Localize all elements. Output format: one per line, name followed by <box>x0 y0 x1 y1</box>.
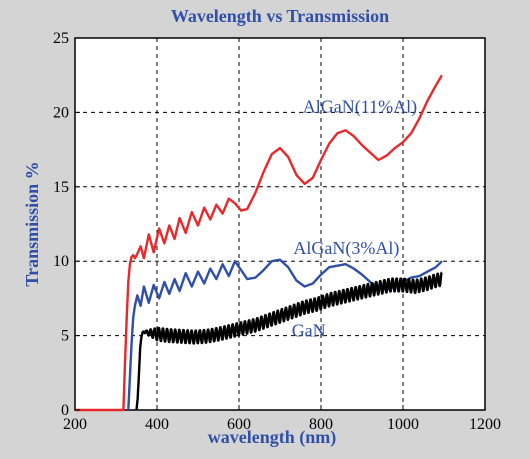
series-annotation: AlGaN(11%Al) <box>303 96 417 117</box>
plot-area <box>74 37 486 411</box>
series-line-3 <box>135 271 443 411</box>
grid-lines <box>75 38 485 410</box>
y-axis-label: Transmission % <box>22 161 42 286</box>
y-tick-label: 0 <box>61 402 69 419</box>
y-tick-label: 15 <box>53 179 69 196</box>
x-axis-ticks: 200 400 600 800 1000 1200 <box>63 405 501 433</box>
x-tick-label: 800 <box>309 416 333 433</box>
x-tick-label: 1000 <box>387 416 419 433</box>
series-line-1 <box>75 74 443 412</box>
x-tick-label: 200 <box>63 416 87 433</box>
series-annotations: AlGaN(11%Al) AlGaN(3%Al) GaN <box>292 96 417 340</box>
series-annotation: AlGaN(3%Al) <box>293 238 399 259</box>
x-tick-label: 400 <box>145 416 169 433</box>
x-axis-label: wavelength (nm) <box>208 427 337 448</box>
x-tick-label: 1200 <box>469 416 501 433</box>
series-annotation: GaN <box>292 320 326 340</box>
y-tick-label: 20 <box>53 104 69 121</box>
y-tick-label: 10 <box>53 253 69 270</box>
series-layer <box>75 74 443 412</box>
chart-title: Wavelength vs Transmission <box>171 6 389 26</box>
y-tick-label: 5 <box>61 328 69 345</box>
y-tick-label: 25 <box>53 30 69 47</box>
y-axis-ticks: 0 5 10 15 20 25 <box>53 30 80 419</box>
x-tick-label: 600 <box>227 416 251 433</box>
